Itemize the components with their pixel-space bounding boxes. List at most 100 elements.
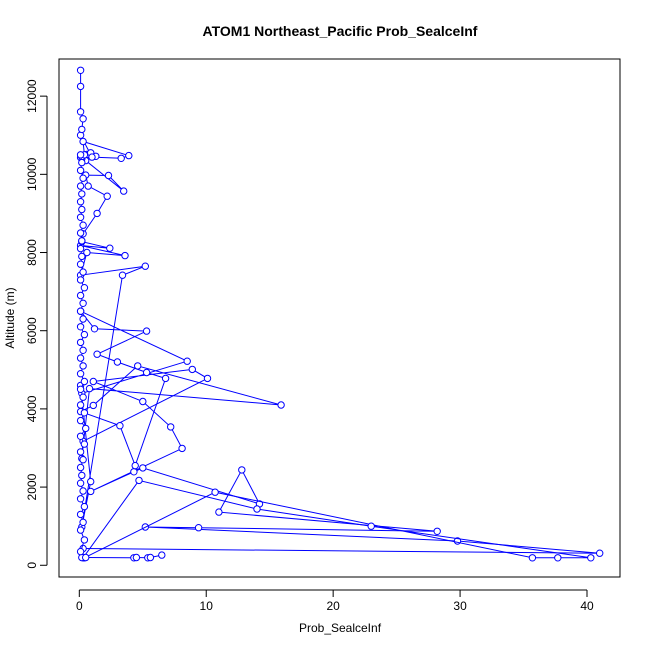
data-point (93, 209, 101, 218)
data-point (78, 125, 86, 134)
data-point (76, 354, 85, 362)
data-point (211, 488, 219, 496)
data-point (78, 237, 86, 245)
data-point (76, 370, 85, 378)
x-tick-label: 30 (453, 599, 467, 613)
data-point (188, 365, 197, 374)
data-point (142, 327, 151, 335)
data-point (76, 323, 85, 331)
data-point (134, 362, 142, 370)
plot-frame (58, 58, 621, 578)
data-point (80, 440, 89, 448)
data-point (80, 330, 89, 339)
data-point (80, 377, 89, 386)
data-point (78, 252, 86, 261)
x-tick-label: 20 (326, 599, 340, 613)
data-point (79, 137, 87, 146)
data-point (130, 468, 138, 476)
y-axis: 0 2000 4000 6000 8000 10000 12000 (25, 79, 48, 569)
data-point (79, 115, 87, 123)
data-point (76, 66, 85, 75)
data-point (131, 461, 139, 470)
data-point (79, 221, 87, 229)
data-point (116, 422, 124, 430)
x-axis-title: Prob_SealceInf (299, 621, 382, 635)
series-2 (79, 476, 595, 562)
data-point (79, 456, 87, 464)
y-tick-label: 0 (25, 562, 39, 569)
series-layer (76, 66, 604, 562)
y-tick-label: 6000 (25, 317, 39, 344)
data-point (135, 476, 143, 485)
data-point (87, 477, 95, 486)
y-tick-label: 10000 (25, 157, 39, 191)
series-line (79, 70, 600, 554)
data-point (142, 368, 151, 377)
series-3 (78, 551, 166, 562)
data-point (76, 182, 85, 190)
series-4 (76, 151, 90, 556)
data-point (117, 154, 125, 163)
data-point (158, 551, 166, 559)
data-point (76, 416, 85, 425)
x-axis: 0 10 20 30 40 (76, 589, 594, 613)
data-point (85, 384, 94, 393)
x-tick-label: 40 (580, 599, 594, 613)
data-point (161, 374, 170, 383)
data-point (79, 518, 87, 526)
data-point (76, 479, 85, 487)
data-point (120, 187, 128, 195)
data-point (79, 487, 87, 495)
data-point (587, 554, 595, 562)
data-point (76, 432, 85, 440)
data-point (79, 346, 87, 354)
data-point (76, 108, 85, 116)
data-point (253, 505, 261, 513)
data-point (121, 251, 129, 260)
data-point (79, 362, 87, 370)
data-point (76, 229, 85, 237)
data-point (79, 268, 87, 276)
data-point (118, 271, 127, 279)
data-point (79, 174, 87, 182)
data-point (215, 508, 223, 516)
chart-title: ATOM1 Northeast_Pacific Prob_SealceInf (203, 23, 478, 39)
data-point (79, 315, 87, 323)
y-axis-title: Altitude (m) (3, 287, 17, 348)
data-point (76, 526, 85, 534)
data-point (76, 385, 85, 393)
data-point (90, 325, 99, 333)
x-tick-label: 0 (76, 599, 83, 613)
data-point (76, 276, 85, 284)
data-point (76, 463, 85, 472)
data-point (203, 374, 212, 383)
data-point (76, 547, 85, 556)
data-point (79, 299, 87, 307)
data-point (113, 358, 122, 366)
data-point (93, 350, 101, 358)
data-point (76, 151, 85, 159)
y-tick-label: 2000 (25, 473, 39, 500)
data-point (528, 554, 537, 562)
data-point (78, 205, 86, 214)
data-point (88, 153, 96, 161)
data-point (596, 549, 604, 557)
data-point (78, 471, 86, 480)
data-point (76, 166, 85, 175)
data-point (80, 502, 89, 511)
data-point (139, 397, 147, 406)
data-point (367, 522, 375, 530)
data-point (76, 338, 85, 347)
data-point (89, 401, 98, 410)
data-point (79, 393, 87, 401)
data-point (84, 182, 92, 190)
data-point (76, 260, 85, 268)
data-point (76, 510, 85, 519)
data-point (167, 423, 175, 431)
data-point (106, 244, 114, 252)
data-point (76, 82, 85, 91)
x-tick-label: 10 (200, 599, 214, 613)
data-point (76, 291, 85, 300)
data-point (78, 190, 86, 198)
data-point (76, 401, 85, 409)
